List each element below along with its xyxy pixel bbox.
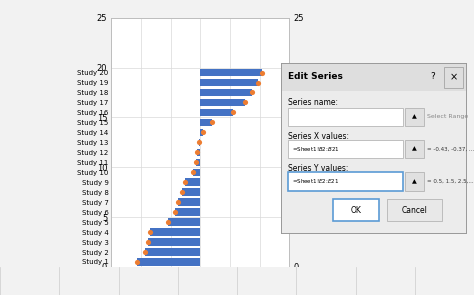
- Bar: [150, 228, 200, 236]
- FancyBboxPatch shape: [288, 140, 403, 158]
- FancyBboxPatch shape: [288, 108, 403, 126]
- Bar: [197, 149, 200, 156]
- FancyBboxPatch shape: [405, 108, 424, 126]
- FancyBboxPatch shape: [405, 172, 424, 191]
- Point: [133, 260, 140, 264]
- Text: Edit Series: Edit Series: [288, 73, 343, 81]
- Point: [146, 230, 154, 235]
- Text: Select Range: Select Range: [428, 114, 469, 119]
- Point: [208, 120, 216, 125]
- Point: [259, 70, 266, 75]
- Text: ?: ?: [430, 73, 435, 81]
- Point: [241, 100, 248, 105]
- Point: [200, 130, 207, 135]
- Text: = -0.43, -0.37, ...: = -0.43, -0.37, ...: [428, 147, 474, 152]
- Bar: [148, 238, 200, 246]
- Text: ▲: ▲: [412, 147, 417, 152]
- Text: OK: OK: [350, 206, 361, 215]
- Bar: [200, 129, 203, 136]
- Bar: [196, 158, 200, 166]
- Text: =Sheet1!$B$2:$B$21: =Sheet1!$B$2:$B$21: [292, 145, 339, 153]
- Bar: [200, 69, 263, 76]
- Point: [192, 160, 200, 165]
- Bar: [200, 89, 252, 96]
- FancyBboxPatch shape: [405, 140, 424, 158]
- Bar: [168, 218, 200, 226]
- Text: ▲: ▲: [412, 179, 417, 184]
- Point: [182, 180, 189, 185]
- Text: =Sheet1!$E$2:$E$21: =Sheet1!$E$2:$E$21: [292, 177, 339, 185]
- Bar: [200, 109, 233, 116]
- FancyBboxPatch shape: [281, 63, 466, 91]
- Point: [142, 250, 149, 254]
- Point: [179, 190, 186, 195]
- Text: ×: ×: [449, 72, 457, 82]
- Point: [145, 240, 152, 244]
- Text: Series X values:: Series X values:: [288, 132, 349, 141]
- Bar: [178, 199, 200, 206]
- FancyBboxPatch shape: [444, 67, 463, 88]
- Point: [248, 90, 256, 95]
- Point: [174, 200, 182, 204]
- Point: [164, 220, 172, 224]
- Point: [189, 170, 197, 175]
- FancyBboxPatch shape: [333, 199, 379, 221]
- FancyBboxPatch shape: [386, 199, 442, 221]
- Text: = 0.5, 1.5, 2.5,...: = 0.5, 1.5, 2.5,...: [428, 179, 474, 184]
- Bar: [146, 248, 200, 256]
- Point: [229, 110, 237, 115]
- Bar: [185, 178, 200, 186]
- Bar: [200, 119, 212, 126]
- FancyBboxPatch shape: [288, 172, 403, 191]
- Bar: [182, 189, 200, 196]
- Point: [254, 80, 262, 85]
- Text: Cancel: Cancel: [401, 206, 428, 215]
- Bar: [175, 208, 200, 216]
- Text: Series name:: Series name:: [288, 98, 338, 107]
- Bar: [199, 139, 200, 146]
- Bar: [193, 168, 200, 176]
- Point: [193, 150, 201, 155]
- Bar: [200, 79, 258, 86]
- Bar: [137, 258, 200, 266]
- Text: ▲: ▲: [412, 114, 417, 119]
- Bar: [200, 99, 245, 106]
- Text: Series Y values:: Series Y values:: [288, 164, 348, 173]
- Point: [195, 140, 202, 145]
- Point: [171, 210, 179, 214]
